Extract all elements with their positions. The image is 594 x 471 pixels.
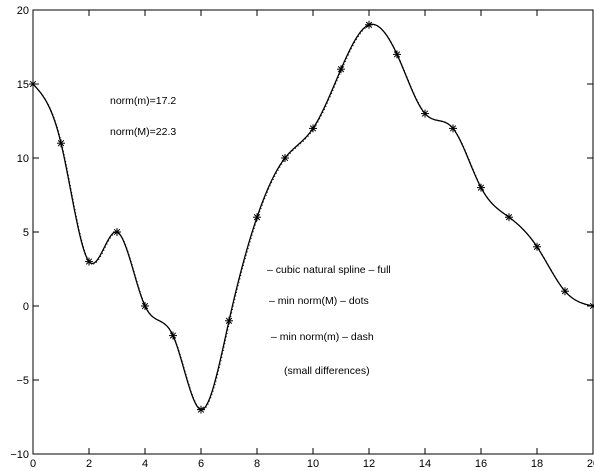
asterisk-stroke [281, 154, 289, 162]
annotation-small-differences: (small differences) [284, 365, 370, 377]
asterisk-stroke [253, 214, 261, 221]
y-tick-label: −10 [10, 449, 29, 461]
data-point-marker [141, 302, 149, 310]
y-tick-label: 10 [17, 153, 29, 165]
data-point-marker [85, 257, 93, 266]
x-tick-label: 10 [307, 458, 319, 470]
data-point-marker [197, 405, 205, 414]
asterisk-stroke [337, 66, 345, 73]
x-tick-label: 12 [363, 458, 375, 470]
data-point-marker [421, 109, 429, 118]
asterisk-stroke [477, 184, 485, 191]
y-tick-label: 20 [17, 5, 29, 17]
data-point-marker [505, 213, 513, 222]
asterisk-stroke [309, 125, 317, 132]
y-tick-label: 5 [23, 227, 29, 239]
asterisk-stroke [57, 140, 65, 147]
asterisk-stroke [197, 406, 205, 413]
data-point-marker [281, 154, 289, 162]
annotation-group: norm(m)=17.2 norm(M)=22.3 – cubic natura… [110, 95, 391, 377]
asterisk-stroke [141, 302, 149, 310]
annotation-legend-dots: – min norm(M) – dots [269, 295, 369, 307]
data-point-marker [169, 331, 177, 340]
data-point-marker [533, 242, 541, 251]
data-point-marker [477, 183, 485, 192]
data-point-marker [309, 124, 317, 133]
asterisk-stroke [561, 288, 569, 295]
asterisk-stroke [225, 317, 233, 324]
x-tick-label: 18 [531, 458, 543, 470]
x-tick-label: 2 [86, 458, 92, 470]
data-point-marker [589, 302, 594, 310]
asterisk-stroke [589, 304, 594, 310]
x-tick-label: 4 [142, 458, 148, 470]
y-tick-label: −5 [16, 375, 29, 387]
x-tick-label: 20 [587, 458, 594, 470]
asterisk-stroke [505, 214, 513, 221]
asterisk-stroke [29, 80, 37, 88]
data-point-marker [561, 287, 569, 296]
y-tick-label: 0 [23, 301, 29, 313]
data-point-marker [393, 50, 401, 59]
data-point-marker [449, 124, 457, 133]
asterisk-stroke [113, 228, 121, 236]
data-point-markers [29, 20, 594, 414]
data-point-marker [337, 65, 345, 74]
asterisk-stroke [449, 125, 457, 132]
x-tick-label: 8 [254, 458, 260, 470]
asterisk-stroke [169, 332, 177, 339]
annotation-legend-full: – cubic natural spline – full [267, 264, 391, 276]
asterisk-stroke [421, 110, 429, 117]
data-point-marker [29, 80, 37, 88]
asterisk-stroke [365, 21, 373, 28]
asterisk-stroke [393, 51, 401, 58]
data-point-marker [57, 139, 65, 148]
data-point-marker [365, 20, 373, 29]
asterisk-stroke [85, 258, 93, 265]
axis-tick-labels: 0 2 4 6 8 10 12 14 16 18 20 −10 −5 0 5 10 15 20 [10, 5, 594, 470]
data-point-marker [225, 316, 233, 325]
x-tick-label: 16 [475, 458, 487, 470]
asterisk-stroke [533, 243, 541, 250]
x-tick-label: 6 [198, 458, 204, 470]
x-tick-label: 14 [419, 458, 431, 470]
data-point-marker [253, 213, 261, 222]
annotation-norm-M: norm(M)=22.3 [110, 126, 176, 138]
annotation-legend-dash: – min norm(m) – dash [271, 331, 374, 343]
x-tick-label: 0 [30, 458, 36, 470]
data-point-marker [113, 228, 121, 236]
y-tick-label: 15 [17, 79, 29, 91]
annotation-norm-m: norm(m)=17.2 [110, 95, 176, 107]
